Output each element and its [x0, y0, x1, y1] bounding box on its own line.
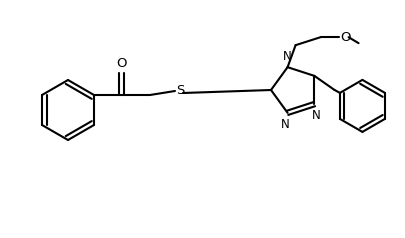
Text: O: O [117, 57, 127, 70]
Text: N: N [283, 50, 291, 63]
Text: O: O [340, 31, 350, 44]
Text: N: N [281, 118, 289, 131]
Text: S: S [175, 84, 184, 96]
Text: N: N [311, 109, 320, 122]
